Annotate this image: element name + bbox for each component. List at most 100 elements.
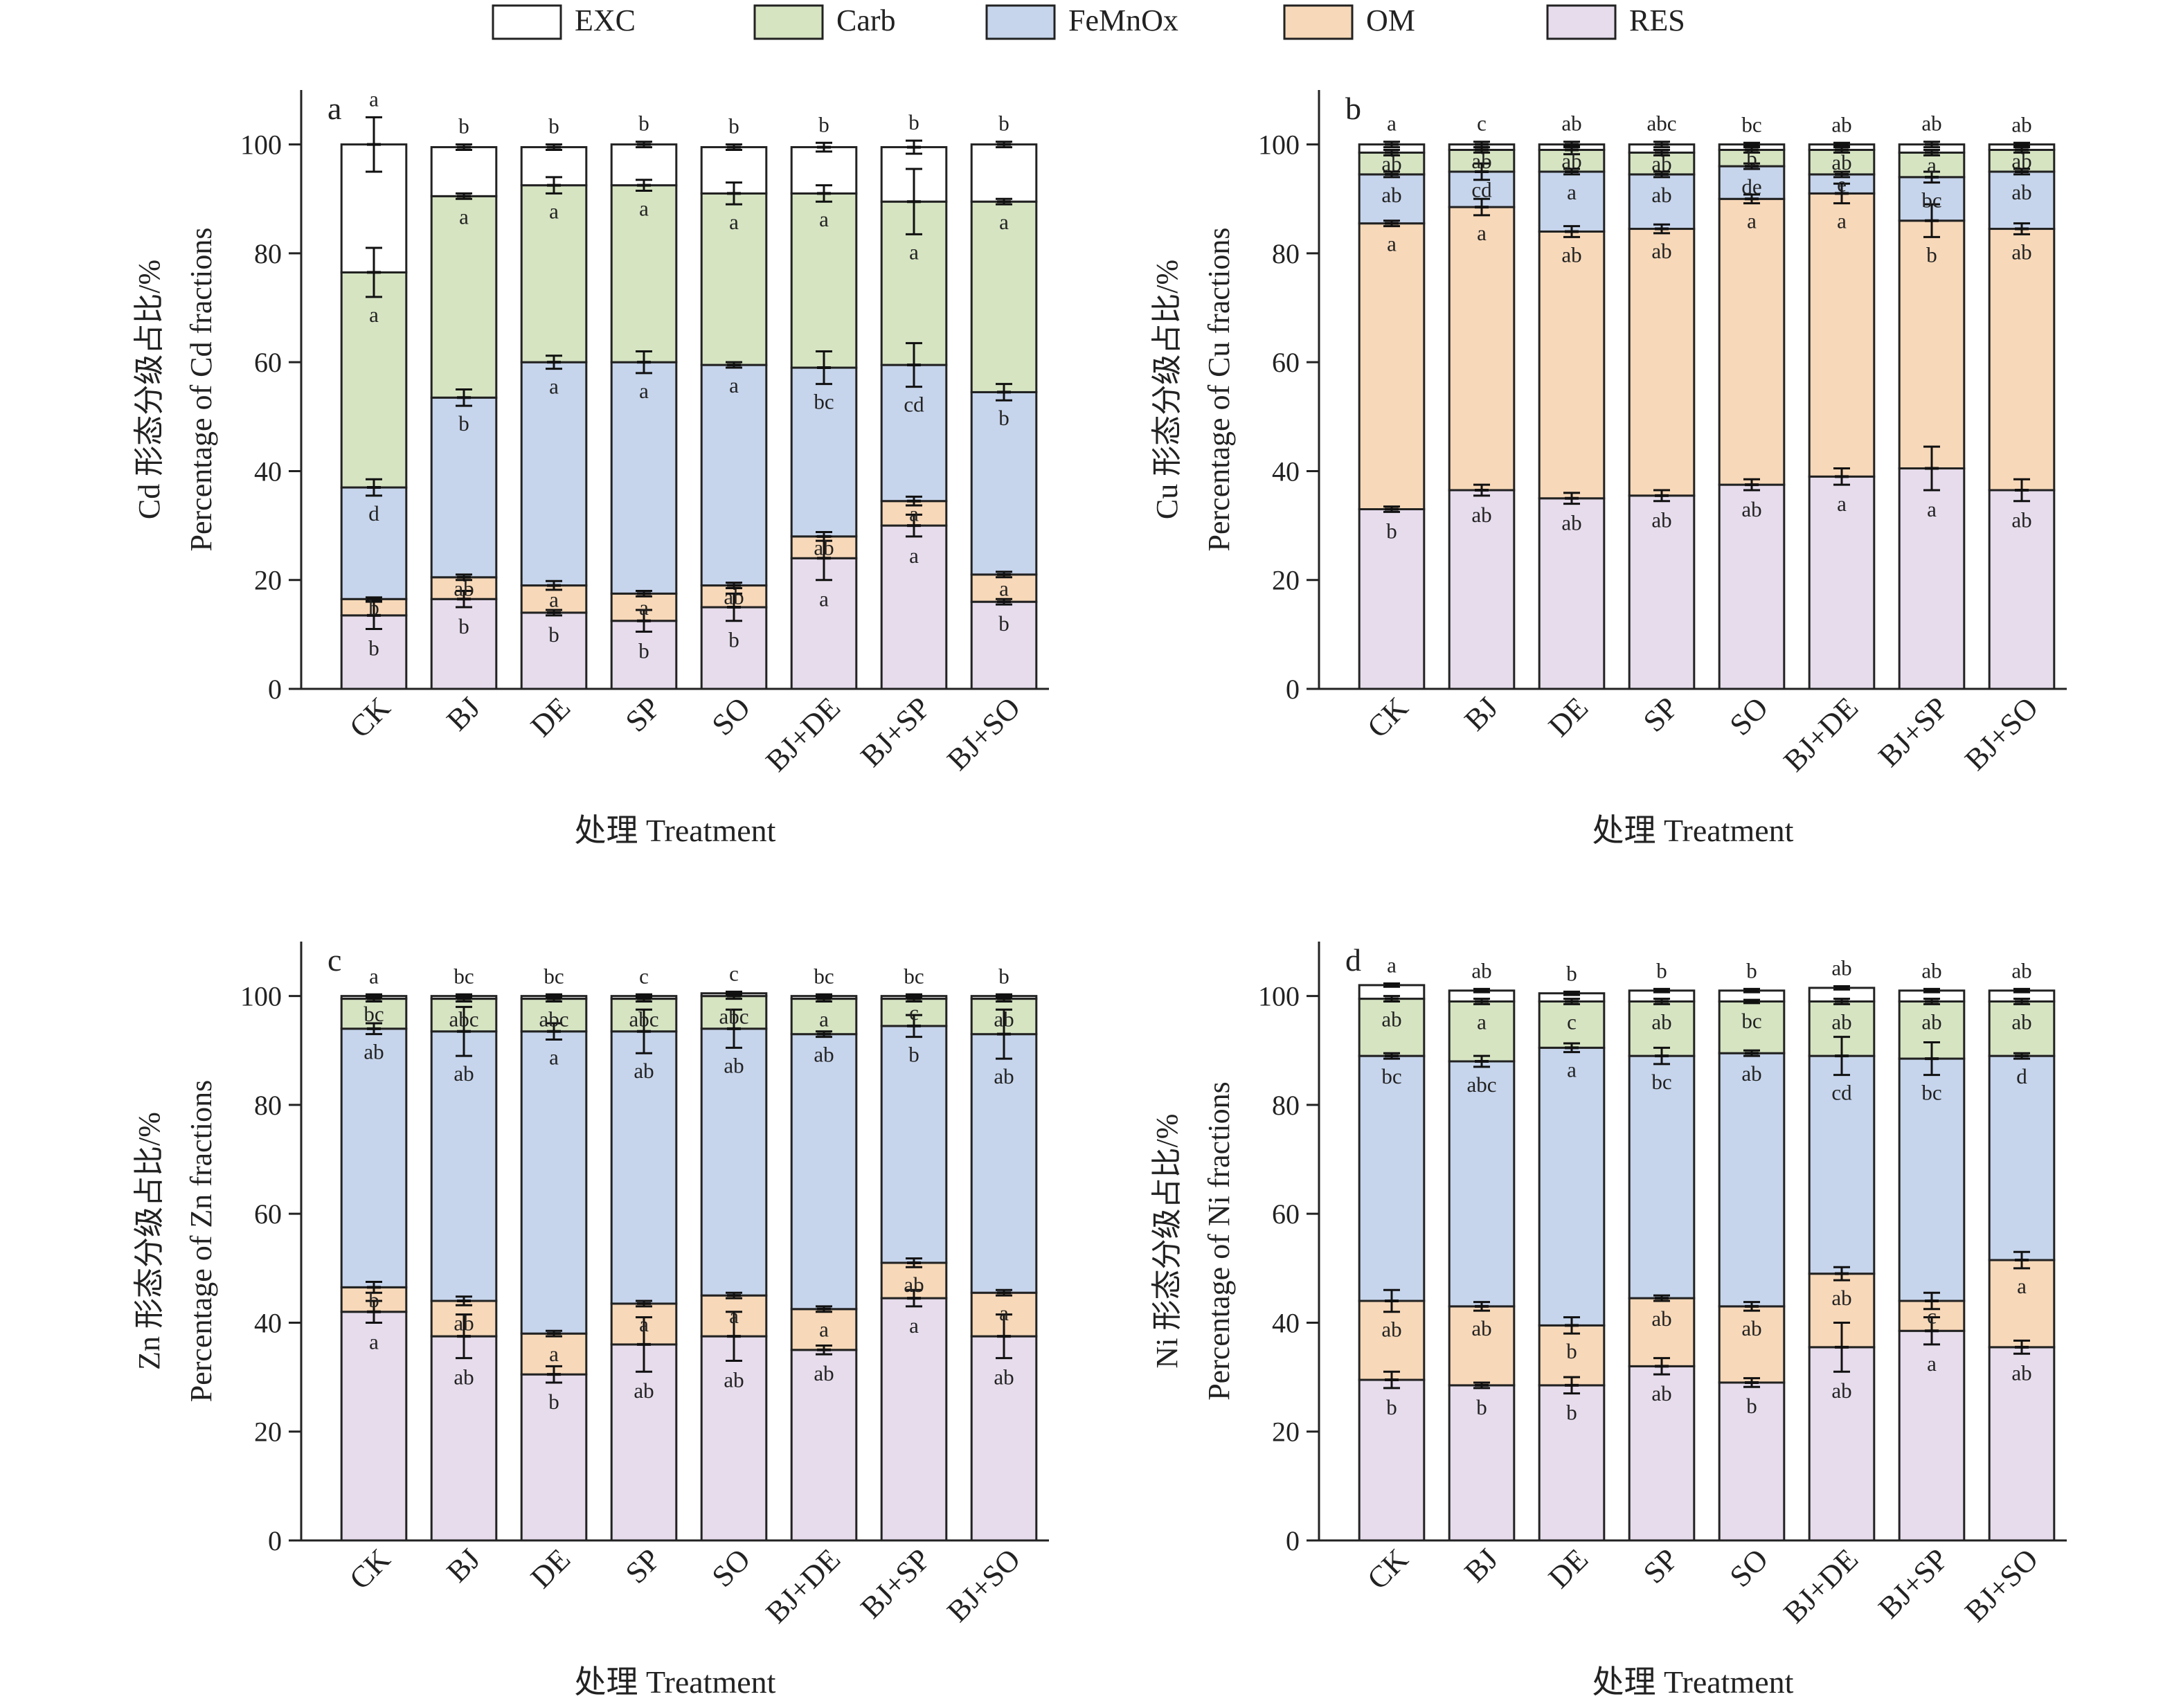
error-bar-carb	[1923, 998, 1940, 1005]
significance-letter-femnox: abc	[1466, 1072, 1496, 1097]
significance-letter-res: ab	[814, 1361, 834, 1385]
error-bar-femnox	[366, 1022, 382, 1036]
bar-segment-femnox	[880, 1025, 948, 1264]
significance-letter-carb: ab	[1921, 1009, 1941, 1034]
bar-segment-res	[430, 597, 498, 690]
significance-letter-femnox: ab	[2011, 180, 2031, 204]
significance-letter-om: a	[639, 1312, 649, 1336]
error-bar-femnox	[816, 1030, 832, 1039]
error-bar-om	[906, 1257, 922, 1268]
y-axis-label: Zn 形态分级占比/%	[132, 1112, 166, 1370]
y-tick-label: 40	[1272, 456, 1300, 487]
error-bar-res	[456, 589, 472, 609]
significance-letter-femnox: ab	[454, 1061, 474, 1086]
significance-letter-femnox: ab	[994, 1064, 1014, 1088]
legend-swatch-exc	[492, 4, 562, 40]
significance-letter-femnox: bc	[1921, 1081, 1941, 1105]
bar-segment-exc	[970, 143, 1038, 203]
bar-segment-femnox	[430, 396, 498, 579]
significance-letter-res: b	[548, 622, 559, 647]
x-tick-label-bj-de: BJ+DE	[1777, 1542, 1865, 1630]
significance-letter-carb: c	[1567, 1009, 1577, 1034]
panel-label: b	[1345, 91, 1361, 126]
error-bar-femnox	[366, 478, 382, 497]
significance-letter-om: ab	[724, 584, 744, 609]
error-bar-om	[1923, 1291, 1940, 1311]
x-tick-label-de: DE	[1542, 690, 1595, 743]
bar-segment-carb	[340, 271, 408, 489]
bar-segment-carb	[970, 200, 1038, 393]
error-bar-om	[1653, 1294, 1670, 1302]
error-bar-femnox	[906, 342, 922, 388]
error-bar-femnox	[1473, 162, 1490, 181]
error-bar-res	[2013, 1339, 2030, 1355]
significance-letter-res: a	[819, 587, 829, 611]
error-bar-exc	[1923, 141, 1940, 149]
bar-segment-res	[1898, 467, 1966, 690]
significance-letter-om: b	[1566, 1339, 1577, 1363]
error-bar-femnox	[1563, 168, 1580, 176]
significance-letter-om: ab	[814, 536, 834, 560]
legend-item-om: OM	[1283, 3, 1415, 40]
significance-letter-carb: a	[819, 207, 829, 231]
significance-letter-exc: bc	[814, 964, 834, 988]
error-bar-carb	[1563, 998, 1580, 1005]
error-bar-carb	[366, 246, 382, 298]
y-tick-label: 40	[254, 456, 282, 487]
significance-letter-res: b	[1386, 519, 1397, 543]
error-bar-femnox	[636, 350, 652, 375]
x-tick-label-de: DE	[1542, 1542, 1595, 1594]
error-bar-exc	[1473, 987, 1490, 994]
bar-segment-femnox	[1358, 1054, 1426, 1302]
bar-segment-carb	[430, 195, 498, 399]
bar-segment-om	[1898, 219, 1966, 470]
significance-letter-femnox: a	[549, 1045, 559, 1070]
error-bar-exc	[636, 141, 652, 149]
significance-letter-exc: c	[729, 961, 739, 985]
significance-letter-exc: ab	[1921, 958, 1941, 982]
error-bar-exc	[546, 143, 562, 151]
x-tick-label-bj-de: BJ+DE	[1777, 690, 1865, 778]
significance-letter-res: ab	[2011, 1360, 2031, 1385]
significance-letter-om: a	[549, 587, 559, 611]
bar-segment-om	[1808, 192, 1876, 478]
significance-letter-carb: b	[1746, 146, 1757, 170]
error-bar-exc	[1563, 990, 1580, 996]
y-tick-label: 100	[1258, 129, 1300, 161]
bar-segment-carb	[1538, 1000, 1606, 1049]
error-bar-carb	[1743, 998, 1760, 1005]
significance-letter-exc: bc	[454, 964, 474, 988]
significance-letter-om: ab	[454, 1311, 474, 1335]
bar-segment-res	[1538, 497, 1606, 690]
bar-segment-om	[1718, 1305, 1786, 1384]
error-bar-res	[1563, 492, 1580, 505]
significance-letter-carb: a	[549, 199, 559, 223]
significance-letter-femnox: ab	[1381, 183, 1401, 207]
x-axis-label: 处理 Treatment	[575, 1664, 776, 1700]
significance-letter-exc: b	[458, 114, 469, 138]
significance-letter-res: ab	[454, 1365, 474, 1390]
error-bar-res	[1833, 467, 1850, 486]
panel-label: c	[327, 942, 341, 978]
significance-letter-carb: a	[729, 210, 739, 234]
error-bar-femnox	[906, 1014, 922, 1039]
significance-letter-om: a	[2017, 1274, 2027, 1298]
y-axis-label: Percentage of Cd fractions	[184, 228, 218, 552]
significance-letter-res: ab	[1471, 503, 1491, 527]
error-bar-carb	[1743, 146, 1760, 154]
bar-segment-femnox	[700, 1027, 768, 1297]
significance-letter-exc: ab	[1921, 111, 1941, 136]
significance-letter-res: b	[1386, 1395, 1397, 1419]
x-tick-label-bj-de: BJ+DE	[760, 690, 847, 778]
bar-segment-carb	[790, 192, 858, 369]
bar-stack-bj-so: ab a ab ab b	[970, 964, 1038, 1542]
error-bar-exc	[1923, 987, 1940, 994]
significance-letter-om: a	[1837, 209, 1847, 233]
error-bar-res	[1473, 483, 1490, 497]
error-bar-res	[906, 513, 922, 538]
bar-segment-femnox	[970, 390, 1038, 576]
significance-letter-om: a	[729, 1304, 739, 1328]
error-bar-res	[636, 609, 652, 633]
significance-letter-res: ab	[1741, 497, 1761, 521]
